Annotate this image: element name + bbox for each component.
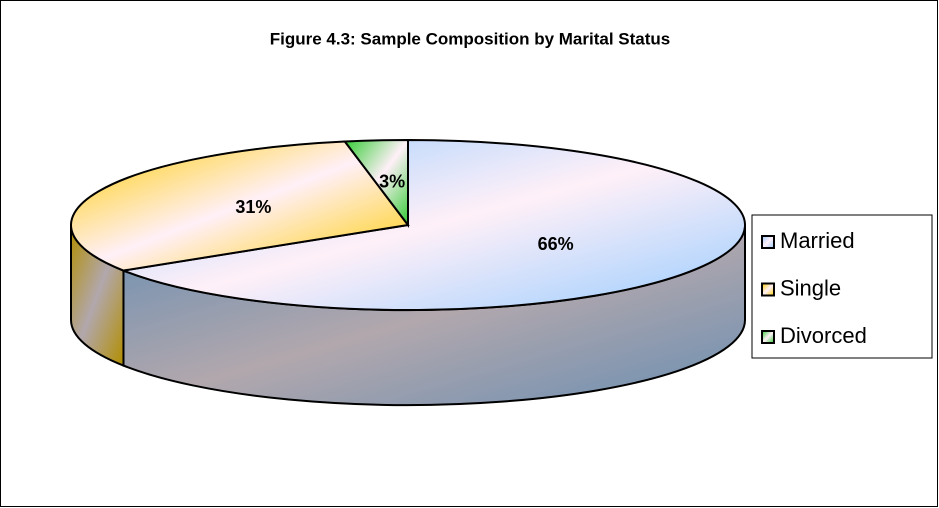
legend-label: Single: [780, 275, 841, 300]
data-label: 3%: [379, 171, 405, 191]
pie-slice: [342, 138, 409, 228]
legend-swatch: [761, 282, 775, 297]
data-label: 66%: [538, 234, 574, 254]
legend-box: [751, 214, 933, 359]
legend-swatch: [761, 235, 775, 249]
legend-label: Married: [780, 228, 855, 253]
legend-label: Divorced: [780, 323, 867, 348]
pie-slice: [119, 138, 746, 311]
pie-slice: [70, 140, 410, 272]
legend-swatch: [761, 330, 775, 344]
chart-title: Figure 4.3: Sample Composition by Marita…: [270, 29, 671, 48]
pie-side-shade: [123, 225, 745, 406]
pie-side-shade: [71, 225, 124, 366]
data-label: 31%: [235, 197, 271, 217]
